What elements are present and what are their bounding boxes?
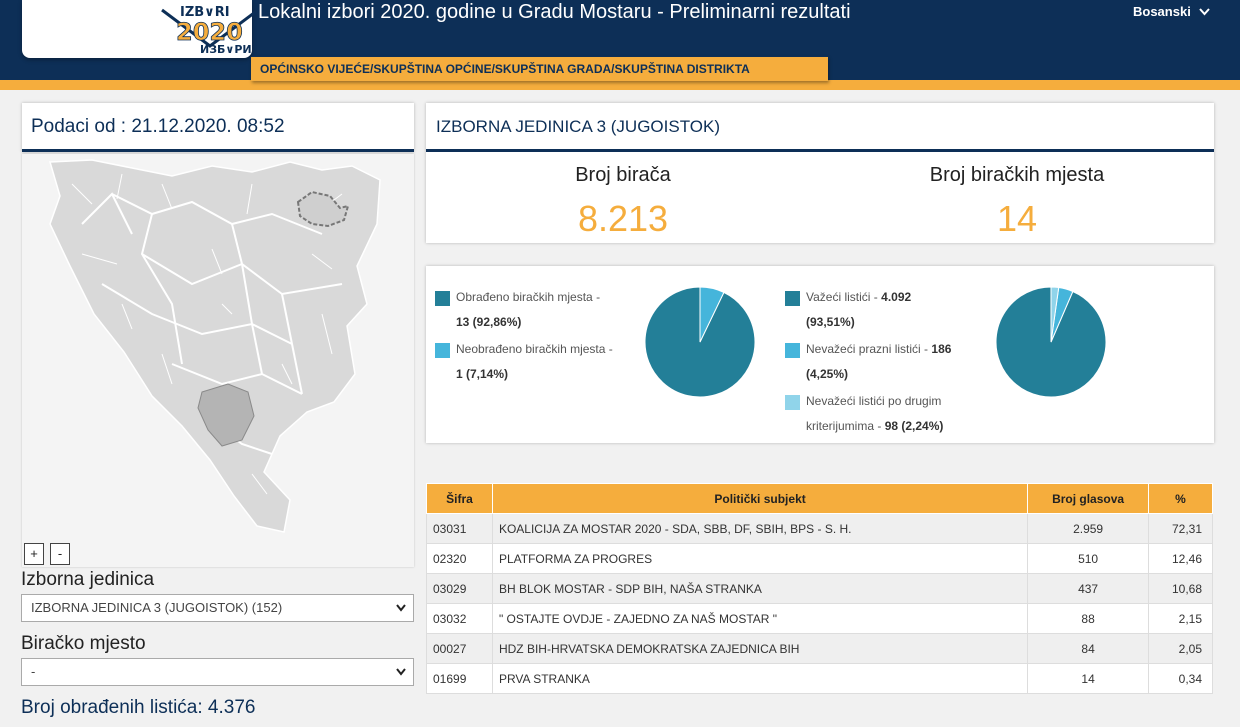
cell-code: 03029 xyxy=(426,573,493,604)
pie-slice-1[interactable] xyxy=(699,286,725,343)
cell-votes: 88 xyxy=(1027,603,1150,634)
cell-votes: 84 xyxy=(1027,633,1150,664)
pie-slice-2[interactable] xyxy=(1050,286,1060,343)
tab-election-type[interactable]: OPĆINSKO VIJEĆE/SKUPŠTINA OPĆINE/SKUPŠTI… xyxy=(251,56,828,81)
station-select[interactable]: - xyxy=(21,658,414,686)
voters-value: 8.213 xyxy=(577,198,669,239)
pie-charts-panel: Obrađeno biračkih mjesta -13 (92,86%) Ne… xyxy=(426,266,1214,443)
stations-pie-chart xyxy=(644,286,756,398)
region-borders xyxy=(81,192,343,455)
table-row[interactable]: 02320 PLATFORMA ZA PROGRES 510 12,46 xyxy=(426,543,1213,574)
unit-select[interactable]: IZBORNA JEDINICA 3 (JUGOISTOK) (152) xyxy=(21,594,414,622)
svg-text:ИЗБ∨РИ: ИЗБ∨РИ xyxy=(200,43,252,56)
legend-swatch xyxy=(435,343,450,358)
data-timestamp-panel: Podaci od : 21.12.2020. 08:52 xyxy=(22,103,414,152)
chevron-down-icon xyxy=(1199,7,1210,15)
cell-party: PLATFORMA ZA PROGRES xyxy=(491,543,1029,574)
unit-select-value: IZBORNA JEDINICA 3 (JUGOISTOK) (152) xyxy=(31,600,283,615)
cell-percent: 2,15 xyxy=(1148,603,1213,634)
legend-swatch xyxy=(785,395,800,410)
cell-party: HDZ BIH-HRVATSKA DEMOKRATSKA ZAJEDNICA B… xyxy=(491,633,1029,664)
table-header-row: Šifra Politički subjekt Broj glasova % xyxy=(426,483,1213,514)
zoom-in-button[interactable]: + xyxy=(24,543,44,565)
cell-votes: 510 xyxy=(1027,543,1150,574)
column-header-party[interactable]: Politički subjekt xyxy=(491,483,1029,514)
legend-processed-stations: Obrađeno biračkih mjesta -13 (92,86%) xyxy=(435,285,600,335)
table-row[interactable]: 00027 HDZ BIH-HRVATSKA DEMOKRATSKA ZAJED… xyxy=(426,633,1213,664)
stations-value: 14 xyxy=(996,198,1038,239)
voters-label: Broj birača xyxy=(575,164,671,186)
ballots-pie-chart xyxy=(995,286,1107,398)
column-header-code[interactable]: Šifra xyxy=(426,483,493,514)
station-select-value: - xyxy=(31,664,36,679)
region-brcko xyxy=(296,190,350,228)
processed-ballots: Broj obrađenih listića: 4.376 xyxy=(21,697,256,718)
column-header-votes[interactable]: Broj glasova xyxy=(1027,483,1150,514)
cell-percent: 72,31 xyxy=(1148,513,1213,544)
cell-party: BH BLOK MOSTAR - SDP BIH, NAŠA STRANKA xyxy=(491,573,1029,604)
legend-valid-ballots: Važeći listići - 4.092 (93,51%) xyxy=(785,285,911,335)
legend-other-invalid-ballots: Nevažeći listići po drugim kriterijumima … xyxy=(785,389,943,439)
zoom-out-button[interactable]: - xyxy=(50,543,70,565)
unit-select-label: Izborna jedinica xyxy=(21,569,155,590)
stations-label: Broj biračkih mjesta xyxy=(929,164,1105,186)
legend-blank-ballots: Nevažeći prazni listići - 186 (4,25%) xyxy=(785,337,951,387)
table-row[interactable]: 03032 " OSTAJTE OVDJE - ZAJEDNO ZA NAŠ M… xyxy=(426,603,1213,634)
cell-party: " OSTAJTE OVDJE - ZAJEDNO ZA NAŠ MOSTAR … xyxy=(491,603,1029,634)
cell-percent: 2,05 xyxy=(1148,633,1213,664)
unit-title-bar: IZBORNA JEDINICA 3 (JUGOISTOK) xyxy=(426,103,1214,152)
chevron-down-icon xyxy=(396,668,406,676)
cell-code: 00027 xyxy=(426,633,493,664)
chevron-down-icon xyxy=(396,604,406,612)
unit-title: IZBORNA JEDINICA 3 (JUGOISTOK) xyxy=(436,117,721,136)
table-row[interactable]: 03029 BH BLOK MOSTAR - SDP BIH, NAŠA STR… xyxy=(426,573,1213,604)
country-shape xyxy=(49,159,381,533)
results-table: Šifra Politički subjekt Broj glasova % 0… xyxy=(426,483,1213,694)
logo-container[interactable]: IZB∨RI 2020 ИЗБ∨РИ xyxy=(22,0,259,58)
table-row[interactable]: 01699 PRVA STRANKA 14 0,34 xyxy=(426,663,1213,694)
cell-votes: 437 xyxy=(1027,573,1150,604)
legend-swatch xyxy=(785,291,800,306)
svg-text:IZB∨RI: IZB∨RI xyxy=(180,5,230,20)
cell-code: 02320 xyxy=(426,543,493,574)
cell-percent: 0,34 xyxy=(1148,663,1213,694)
cell-code: 03031 xyxy=(426,513,493,544)
svg-text:2020: 2020 xyxy=(176,18,243,46)
station-select-label: Biračko mjesto xyxy=(21,633,146,654)
language-selector[interactable]: Bosanski xyxy=(1133,4,1210,19)
cell-percent: 10,68 xyxy=(1148,573,1213,604)
cell-code: 03032 xyxy=(426,603,493,634)
cell-percent: 12,46 xyxy=(1148,543,1213,574)
column-header-percent[interactable]: % xyxy=(1148,483,1213,514)
data-timestamp: Podaci od : 21.12.2020. 08:52 xyxy=(31,116,285,137)
map-panel[interactable]: + - xyxy=(22,154,414,567)
language-label: Bosanski xyxy=(1133,4,1191,19)
cell-party: KOALICIJA ZA MOSTAR 2020 - SDA, SBB, DF,… xyxy=(491,513,1029,544)
map-view[interactable] xyxy=(22,154,414,534)
election-logo-icon: IZB∨RI 2020 ИЗБ∨РИ xyxy=(161,5,259,56)
legend-unprocessed-stations: Neobrađeno biračkih mjesta -1 (7,14%) xyxy=(435,337,613,387)
unit-stats-panel: IZBORNA JEDINICA 3 (JUGOISTOK) Broj bira… xyxy=(426,103,1214,243)
table-row[interactable]: 03031 KOALICIJA ZA MOSTAR 2020 - SDA, SB… xyxy=(426,513,1213,544)
cell-code: 01699 xyxy=(426,663,493,694)
page-title: Lokalni izbori 2020. godine u Gradu Most… xyxy=(258,1,851,23)
legend-swatch xyxy=(435,291,450,306)
legend-swatch xyxy=(785,343,800,358)
cell-votes: 2.959 xyxy=(1027,513,1150,544)
region-mostar-selected xyxy=(197,383,255,447)
cell-votes: 14 xyxy=(1027,663,1150,694)
cell-party: PRVA STRANKA xyxy=(491,663,1029,694)
header-stripe xyxy=(0,80,1240,90)
